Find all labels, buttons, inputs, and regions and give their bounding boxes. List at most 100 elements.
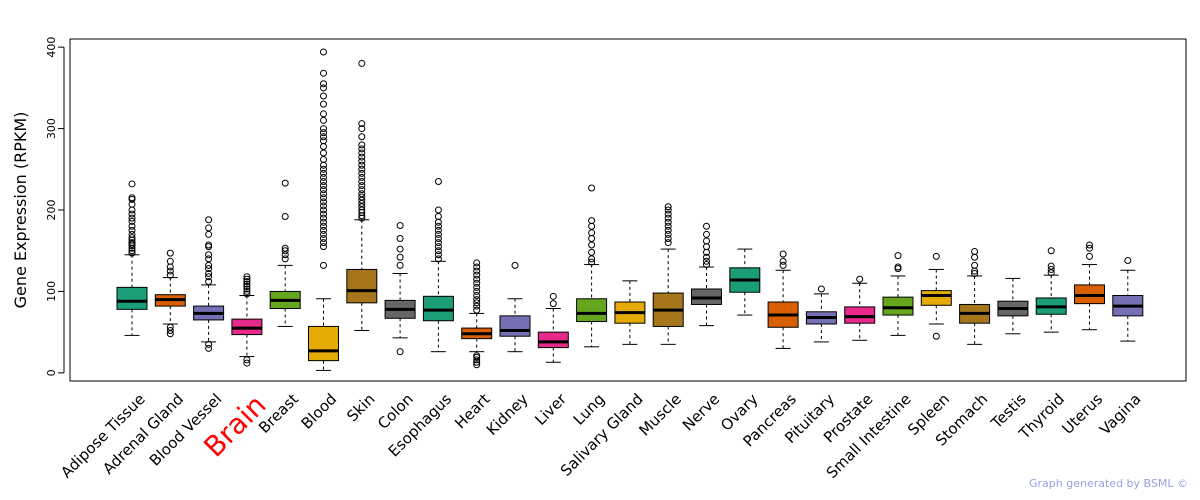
outlier-skin-7 <box>358 193 366 201</box>
outlier-heart-4 <box>473 352 481 360</box>
outlier-blood-1 <box>320 243 327 251</box>
outlier-blood-36 <box>320 48 327 56</box>
outlier-pituitary-0 <box>817 285 825 293</box>
x-label-nerve: Nerve <box>679 390 723 434</box>
outlier-blood-32 <box>320 92 327 100</box>
outlier-skin-10 <box>358 182 366 190</box>
outlier-blood-2 <box>320 239 327 247</box>
outlier-pancreas-1 <box>779 257 787 265</box>
outlier-skin-19 <box>358 145 366 153</box>
outlier-heart-13 <box>473 275 481 283</box>
y-tick-label-0: 0 <box>45 369 58 376</box>
outlier-small-intestine-1 <box>894 263 902 271</box>
outlier-skin-5 <box>358 199 366 207</box>
outlier-stomach-4 <box>971 248 979 256</box>
box-vagina <box>1112 256 1144 342</box>
outlier-colon-0 <box>396 348 404 356</box>
outlier-muscle-8 <box>664 206 672 214</box>
outlier-skin-3 <box>358 206 366 214</box>
outlier-skin-9 <box>358 186 366 194</box>
outlier-adrenal-gland-6 <box>166 257 174 265</box>
outlier-nerve-1 <box>703 257 710 265</box>
outlier-heart-16 <box>473 263 481 271</box>
outlier-adrenal-gland-7 <box>166 249 174 257</box>
outlier-adipose-tissue-15 <box>128 200 136 208</box>
outlier-blood-vessel-4 <box>205 270 213 278</box>
outlier-heart-0 <box>473 361 481 369</box>
outlier-blood-vessel-3 <box>205 273 213 281</box>
outlier-adrenal-gland-1 <box>166 327 174 335</box>
outlier-blood-11 <box>320 202 327 210</box>
outlier-stomach-2 <box>971 261 979 269</box>
outlier-nerve-6 <box>703 230 710 238</box>
outlier-brain-6 <box>243 280 251 288</box>
outlier-spleen-0 <box>932 332 940 340</box>
outlier-esophagus-12 <box>434 178 442 185</box>
outlier-skin-13 <box>358 169 366 177</box>
iqr-box-liver <box>537 331 569 349</box>
outlier-uterus-1 <box>1086 244 1093 252</box>
outlier-thyroid-2 <box>1047 262 1055 270</box>
box-pancreas <box>767 250 799 349</box>
outlier-muscle-0 <box>664 239 672 247</box>
outlier-heart-7 <box>473 299 481 307</box>
x-label-uterus: Uterus <box>1058 390 1106 438</box>
outlier-skin-15 <box>358 161 366 169</box>
outlier-brain-9 <box>243 273 251 281</box>
outlier-muscle-4 <box>664 222 672 230</box>
outlier-colon-5 <box>396 221 404 229</box>
outlier-muscle-2 <box>664 230 672 238</box>
outlier-nerve-4 <box>703 243 710 251</box>
y-tick-label-300: 300 <box>45 118 58 139</box>
outlier-blood-vessel-11 <box>205 230 213 238</box>
credit-text: Graph generated by BSML © <box>1029 477 1188 490</box>
box-adipose-tissue <box>116 180 148 336</box>
outlier-muscle-6 <box>664 214 672 222</box>
outlier-blood-21 <box>320 161 327 169</box>
outlier-brain-8 <box>243 275 251 283</box>
outlier-adipose-tissue-17 <box>128 194 136 202</box>
outlier-nerve-5 <box>703 237 710 245</box>
iqr-box-prostate <box>844 306 876 324</box>
outlier-blood-29 <box>320 116 327 124</box>
iqr-box-adipose-tissue <box>116 286 148 310</box>
x-label-blood: Blood <box>298 390 341 433</box>
y-tick-label-100: 100 <box>45 281 58 302</box>
outlier-brain-4 <box>243 285 251 293</box>
outlier-blood-4 <box>320 230 327 238</box>
box-colon <box>384 221 416 356</box>
outlier-blood-28 <box>320 125 327 133</box>
box-prostate <box>844 275 876 341</box>
outlier-skin-11 <box>358 178 366 185</box>
outlier-blood-15 <box>320 186 327 194</box>
outlier-blood-19 <box>320 169 327 177</box>
outlier-heart-8 <box>473 296 481 304</box>
x-label-muscle: Muscle <box>636 390 685 439</box>
outlier-nerve-7 <box>703 222 710 230</box>
outlier-pancreas-2 <box>779 250 787 258</box>
outlier-skin-22 <box>358 125 366 133</box>
outlier-adrenal-gland-5 <box>166 263 174 271</box>
outlier-esophagus-11 <box>434 206 442 214</box>
outlier-breast-2 <box>281 247 289 255</box>
outlier-uterus-2 <box>1086 241 1093 249</box>
outlier-adrenal-gland-0 <box>166 330 174 338</box>
outlier-breast-3 <box>281 244 289 252</box>
outlier-brain-1 <box>243 356 251 364</box>
outlier-lung-8 <box>588 184 596 192</box>
outlier-uterus-0 <box>1086 252 1093 260</box>
outlier-adipose-tissue-1 <box>128 247 136 255</box>
outlier-blood-16 <box>320 182 327 190</box>
box-uterus <box>1074 241 1105 331</box>
outlier-brain-2 <box>243 290 251 298</box>
outlier-lung-3 <box>588 241 596 249</box>
outlier-kidney-0 <box>511 261 519 269</box>
outlier-heart-5 <box>473 306 481 314</box>
outlier-blood-13 <box>320 194 327 202</box>
outlier-blood-10 <box>320 206 327 214</box>
outlier-blood-9 <box>320 210 327 218</box>
outlier-blood-vessel-5 <box>205 265 213 273</box>
iqr-box-spleen <box>920 290 952 306</box>
box-small-intestine <box>882 252 914 336</box>
